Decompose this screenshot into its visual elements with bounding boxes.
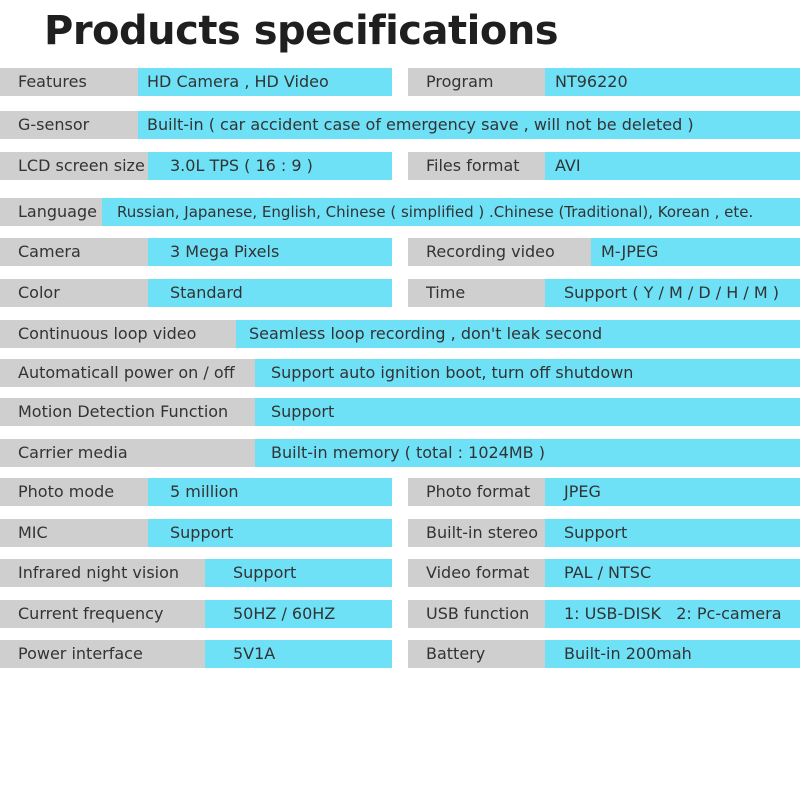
photo-format-value: JPEG: [545, 478, 800, 506]
spec-row: Photo mode 5 million Photo format JPEG: [0, 478, 800, 506]
photo-mode-label: Photo mode: [0, 478, 148, 506]
lcd-value: 3.0L TPS ( 16 : 9 ): [148, 152, 392, 180]
time-value: Support ( Y / M / D / H / M ): [545, 279, 800, 307]
gsensor-label: G-sensor: [0, 111, 138, 139]
stereo-value: Support: [545, 519, 800, 547]
infrared-value: Support: [205, 559, 392, 587]
motion-value: Support: [255, 398, 800, 426]
language-value: Russian, Japanese, English, Chinese ( si…: [102, 198, 800, 226]
program-value: NT96220: [545, 68, 800, 96]
spec-row: Features HD Camera , HD Video Program NT…: [0, 68, 800, 96]
spec-row: Continuous loop video Seamless loop reco…: [0, 320, 800, 348]
spec-row: MIC Support Built-in stereo Support: [0, 519, 800, 547]
frequency-value: 50HZ / 60HZ: [205, 600, 392, 628]
battery-value: Built-in 200mah: [545, 640, 800, 668]
carrier-label: Carrier media: [0, 439, 255, 467]
loop-label: Continuous loop video: [0, 320, 236, 348]
power-interface-value: 5V1A: [205, 640, 392, 668]
spec-row: LCD screen size 3.0L TPS ( 16 : 9 ) File…: [0, 152, 800, 180]
color-label: Color: [0, 279, 148, 307]
spec-row: G-sensor Built-in ( car accident case of…: [0, 111, 800, 139]
power-interface-label: Power interface: [0, 640, 205, 668]
recording-value: M-JPEG: [591, 238, 800, 266]
time-label: Time: [408, 279, 545, 307]
lcd-label: LCD screen size: [0, 152, 148, 180]
spec-row: Current frequency 50HZ / 60HZ USB functi…: [0, 600, 800, 628]
stereo-label: Built-in stereo: [408, 519, 545, 547]
mic-label: MIC: [0, 519, 148, 547]
features-value: HD Camera , HD Video: [138, 68, 392, 96]
files-format-value: AVI: [545, 152, 800, 180]
language-label: Language: [0, 198, 102, 226]
frequency-label: Current frequency: [0, 600, 205, 628]
features-label: Features: [0, 68, 138, 96]
photo-mode-value: 5 million: [148, 478, 392, 506]
spec-row: Carrier media Built-in memory ( total : …: [0, 439, 800, 467]
spec-row: Automaticall power on / off Support auto…: [0, 359, 800, 387]
video-format-value: PAL / NTSC: [545, 559, 800, 587]
usb-value: 1: USB-DISK 2: Pc-camera: [545, 600, 800, 628]
color-value: Standard: [148, 279, 392, 307]
mic-value: Support: [148, 519, 392, 547]
spec-row: Language Russian, Japanese, English, Chi…: [0, 198, 800, 226]
infrared-label: Infrared night vision: [0, 559, 205, 587]
power-value: Support auto ignition boot, turn off shu…: [255, 359, 800, 387]
power-label: Automaticall power on / off: [0, 359, 255, 387]
battery-label: Battery: [408, 640, 545, 668]
camera-label: Camera: [0, 238, 148, 266]
video-format-label: Video format: [408, 559, 545, 587]
usb-label: USB function: [408, 600, 545, 628]
loop-value: Seamless loop recording , don't leak sec…: [236, 320, 800, 348]
camera-value: 3 Mega Pixels: [148, 238, 392, 266]
spec-row: Power interface 5V1A Battery Built-in 20…: [0, 640, 800, 668]
photo-format-label: Photo format: [408, 478, 545, 506]
spec-row: Color Standard Time Support ( Y / M / D …: [0, 279, 800, 307]
spec-row: Motion Detection Function Support: [0, 398, 800, 426]
spec-row: Infrared night vision Support Video form…: [0, 559, 800, 587]
spec-row: Camera 3 Mega Pixels Recording video M-J…: [0, 238, 800, 266]
gsensor-value: Built-in ( car accident case of emergenc…: [138, 111, 800, 139]
recording-label: Recording video: [408, 238, 591, 266]
carrier-value: Built-in memory ( total : 1024MB ): [255, 439, 800, 467]
files-format-label: Files format: [408, 152, 545, 180]
motion-label: Motion Detection Function: [0, 398, 255, 426]
program-label: Program: [408, 68, 545, 96]
page-title: Products specifications: [44, 8, 559, 54]
